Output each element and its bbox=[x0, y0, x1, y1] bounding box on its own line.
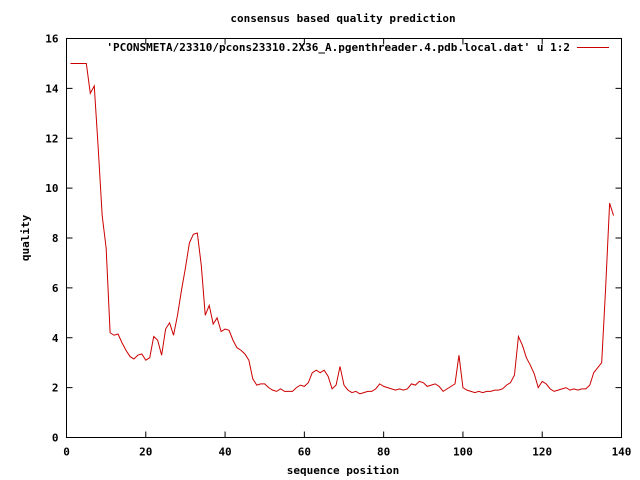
y-tick-label: 6 bbox=[52, 282, 59, 295]
y-axis-label: quality bbox=[19, 214, 32, 261]
axes: 0 20 40 60 80 100 120 140 0 2 4 6 8 10 12 14 16 bbox=[45, 33, 631, 459]
y-tick-label: 0 bbox=[52, 432, 59, 445]
x-tick-label: 60 bbox=[298, 446, 311, 459]
x-tick-label: 100 bbox=[453, 446, 473, 459]
x-tick-label: 120 bbox=[532, 446, 552, 459]
legend-label: 'PCONSMETA/23310/pcons23310.2X36_A.pgent… bbox=[106, 41, 570, 54]
x-tick-label: 0 bbox=[63, 446, 70, 459]
y-tick-label: 16 bbox=[45, 33, 59, 46]
x-tick-label: 80 bbox=[377, 446, 390, 459]
plot-lines bbox=[70, 62, 615, 395]
x-axis-label: sequence position bbox=[287, 464, 400, 477]
legend: 'PCONSMETA/23310/pcons23310.2X36_A.pgent… bbox=[106, 41, 609, 54]
x-tick-label: 140 bbox=[612, 446, 632, 459]
series-line bbox=[70, 62, 615, 395]
y-tick-label: 2 bbox=[52, 382, 59, 395]
y-tick-label: 10 bbox=[45, 182, 58, 195]
y-tick-label: 12 bbox=[45, 132, 58, 145]
chart-title: consensus based quality prediction bbox=[230, 12, 455, 25]
x-tick-label: 20 bbox=[139, 446, 152, 459]
y-tick-label: 8 bbox=[52, 232, 59, 245]
y-tick-label: 4 bbox=[52, 332, 59, 345]
plot-frame bbox=[66, 38, 622, 438]
x-tick-label: 40 bbox=[218, 446, 231, 459]
y-tick-label: 14 bbox=[45, 82, 59, 95]
